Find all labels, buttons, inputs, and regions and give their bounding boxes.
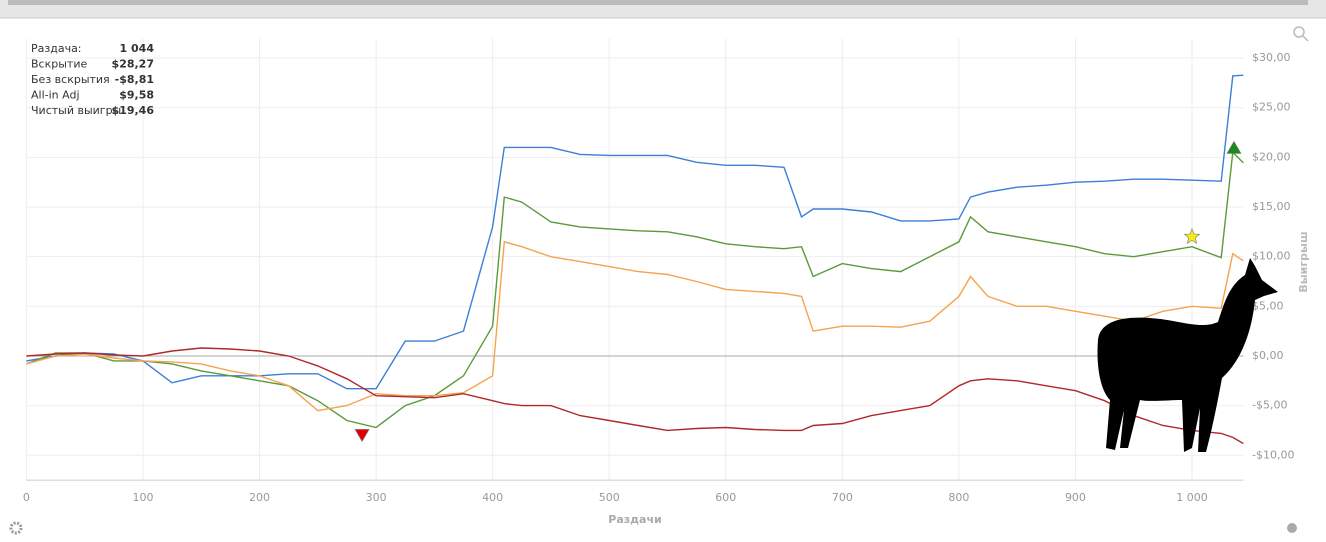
- marker: [1226, 140, 1242, 154]
- stat-value: $19,46: [112, 104, 155, 117]
- stat-value: $9,58: [119, 89, 154, 102]
- y-tick-label: $15,00: [1252, 200, 1291, 213]
- stat-value: -$8,81: [115, 73, 154, 86]
- x-tick-label: 800: [948, 491, 969, 504]
- series-line: [26, 74, 1244, 390]
- y-axis-title: Выигрыш: [1297, 231, 1310, 292]
- series-line: [26, 240, 1244, 412]
- plot: -$10,00 -$5,00 $0,00 $5,00 $10,00 $15,00 $20,0…: [23, 38, 1294, 504]
- y-tick-label: $10,00: [1252, 250, 1291, 263]
- x-tick-label: 300: [366, 491, 387, 504]
- stat-label: Чистый выигры: [31, 104, 121, 117]
- stat-label: Раздача:: [31, 42, 82, 55]
- x-tick-label: 900: [1065, 491, 1086, 504]
- y-tick-label: -$5,00: [1252, 399, 1287, 412]
- y-tick-label: $25,00: [1252, 101, 1291, 114]
- stat-value: $28,27: [112, 58, 154, 71]
- x-tick-label: 0: [23, 491, 30, 504]
- x-tick-label: 200: [249, 491, 270, 504]
- x-tick-label: 1 000: [1176, 491, 1208, 504]
- x-tick-label: 500: [599, 491, 620, 504]
- x-tick-label: 600: [715, 491, 736, 504]
- y-tick-label: $20,00: [1252, 150, 1291, 163]
- scroll-bar: [8, 0, 1308, 5]
- stat-label: Без вскрытия: [31, 73, 110, 86]
- stat-label: All-in Adj: [31, 89, 80, 102]
- series-line: [26, 347, 1244, 445]
- y-tick-label: $5,00: [1252, 299, 1284, 312]
- settings-icon[interactable]: [9, 521, 23, 535]
- x-tick-label: 100: [132, 491, 153, 504]
- stat-value: 1 044: [120, 42, 155, 55]
- y-tick-label: -$10,00: [1252, 448, 1294, 461]
- x-axis-title: Раздачи: [608, 513, 661, 526]
- marker: [354, 429, 370, 443]
- y-tick-label: $0,00: [1252, 349, 1284, 362]
- info-icon[interactable]: [1287, 523, 1297, 533]
- y-tick-label: $30,00: [1252, 51, 1291, 64]
- llama-silhouette: [1097, 258, 1278, 452]
- series-line: [26, 150, 1244, 429]
- marker: [1183, 227, 1201, 244]
- zoom-icon[interactable]: [1293, 26, 1309, 42]
- x-tick-label: 700: [832, 491, 853, 504]
- stat-label: Вскрытие: [31, 58, 87, 71]
- x-tick-label: 400: [482, 491, 503, 504]
